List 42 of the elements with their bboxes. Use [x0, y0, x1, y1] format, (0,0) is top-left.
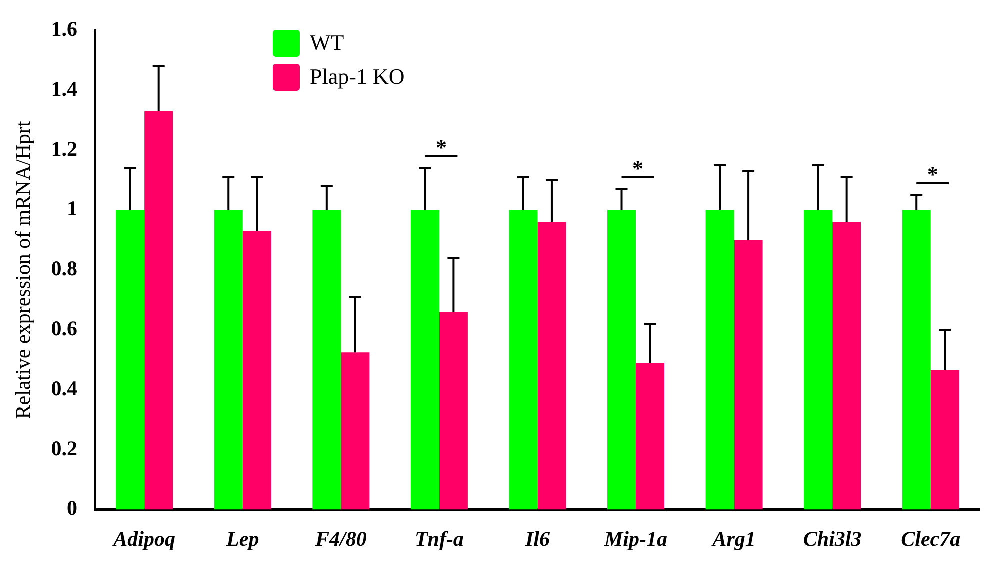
x-tick-label: Adipoq	[112, 526, 176, 551]
bar	[509, 210, 538, 510]
x-tick-label: Tnf-a	[414, 526, 464, 551]
y-tick-label: 0.6	[51, 316, 78, 341]
x-tick-label: Arg1	[710, 526, 756, 551]
bar	[410, 210, 440, 510]
x-tick-label: Lep	[226, 526, 260, 551]
x-tick-label: Mip-1a	[604, 526, 668, 551]
x-tick-label: Il6	[524, 526, 550, 551]
annotation: *	[436, 135, 447, 160]
y-tick-label: 0.8	[51, 256, 78, 281]
bar	[902, 210, 931, 510]
bar	[116, 210, 145, 510]
bar	[930, 370, 960, 510]
y-tick-label: 1.6	[51, 17, 78, 42]
y-tick-label: 1.2	[51, 136, 78, 161]
bar	[439, 312, 468, 510]
bar	[706, 210, 734, 510]
bar	[242, 231, 272, 510]
bar	[804, 210, 833, 510]
x-tick-label: Clec7a	[901, 526, 961, 551]
bar	[832, 222, 862, 510]
bar	[144, 111, 174, 510]
y-axis-title: Relative expression of mRNA/Hprt	[11, 121, 36, 420]
bar	[734, 240, 763, 510]
x-tick-label: F4/80	[314, 526, 368, 551]
x-tick-label: Chi3l3	[803, 526, 862, 551]
bar	[636, 363, 665, 510]
y-tick-label: 1.4	[51, 76, 78, 101]
y-tick-label: 0.4	[51, 376, 78, 400]
y-tick-label: 0	[66, 496, 78, 520]
legend-label: WT	[310, 30, 344, 56]
bar	[214, 210, 243, 510]
bar	[312, 210, 342, 510]
annotation: *	[632, 156, 644, 182]
bar	[538, 222, 566, 510]
y-tick-label: 0.2	[51, 436, 78, 460]
bar	[341, 352, 370, 510]
legend-label: Plap-1 KO	[310, 64, 405, 90]
annotation: *	[927, 162, 938, 188]
bar	[608, 210, 636, 510]
y-tick-label: 1	[66, 196, 78, 221]
